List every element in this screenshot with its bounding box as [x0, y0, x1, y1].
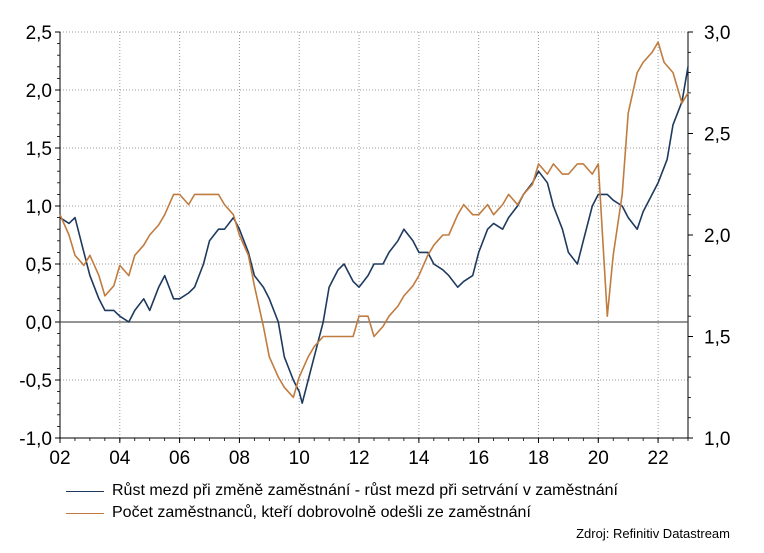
legend-label-quits: Počet zaměstnanců, kteří dobrovolně odeš… [112, 504, 531, 521]
x-tick-label: 16 [468, 448, 489, 469]
x-tick-label: 04 [109, 448, 131, 469]
legend-swatch-wage-growth [66, 490, 104, 492]
y-right-tick-label: 2,0 [704, 226, 730, 247]
y-right-tick-label: 1,0 [704, 429, 730, 450]
x-tick-label: 06 [169, 448, 190, 469]
y-right-tick-label: 3,0 [704, 23, 730, 44]
y-left-tick-label: 0,5 [26, 255, 52, 276]
series-line-quits [59, 41, 689, 399]
y-left-tick-label: -1,0 [19, 429, 52, 450]
series-line-wage-growth [59, 66, 689, 405]
y-right-tick-label: 1,5 [704, 328, 730, 349]
y-left-tick-label: 0,0 [26, 313, 52, 334]
y-right-tick-label: 2,5 [704, 125, 730, 146]
y-left-tick-label: 1,5 [26, 139, 52, 160]
x-tick-label: 02 [49, 448, 70, 469]
legend: Růst mezd při změně zaměstnání - růst me… [66, 480, 618, 524]
x-tick-label: 20 [588, 448, 609, 469]
grid [60, 31, 688, 438]
x-tick-label: 18 [528, 448, 549, 469]
source-note: Zdroj: Refinitiv Datastream [576, 526, 730, 541]
y-left-tick-label: 1,0 [26, 197, 52, 218]
y-left-tick-label: -0,5 [19, 371, 52, 392]
series-layer [59, 41, 689, 405]
y-left-tick-label: 2,5 [26, 23, 52, 44]
legend-item-wage-growth: Růst mezd při změně zaměstnání - růst me… [66, 480, 618, 502]
y-left-tick-label: 2,0 [26, 81, 52, 102]
legend-label-wage-growth: Růst mezd při změně zaměstnání - růst me… [112, 482, 618, 499]
axes: -1,0 -0,5 0,0 0,5 1,0 1,5 2,0 2,5 1,0 1,5 2,0 2,5 3,… [19, 23, 730, 469]
x-tick-label: 08 [229, 448, 250, 469]
chart: -1,0 -0,5 0,0 0,5 1,0 1,5 2,0 2,5 1,0 1,5 2,0 2,5 3,… [19, 23, 730, 469]
x-tick-label: 10 [289, 448, 310, 469]
x-tick-label: 22 [648, 448, 669, 469]
legend-item-quits: Počet zaměstnanců, kteří dobrovolně odeš… [66, 502, 618, 524]
x-tick-label: 14 [408, 448, 430, 469]
legend-swatch-quits [66, 512, 104, 514]
x-tick-label: 12 [348, 448, 369, 469]
